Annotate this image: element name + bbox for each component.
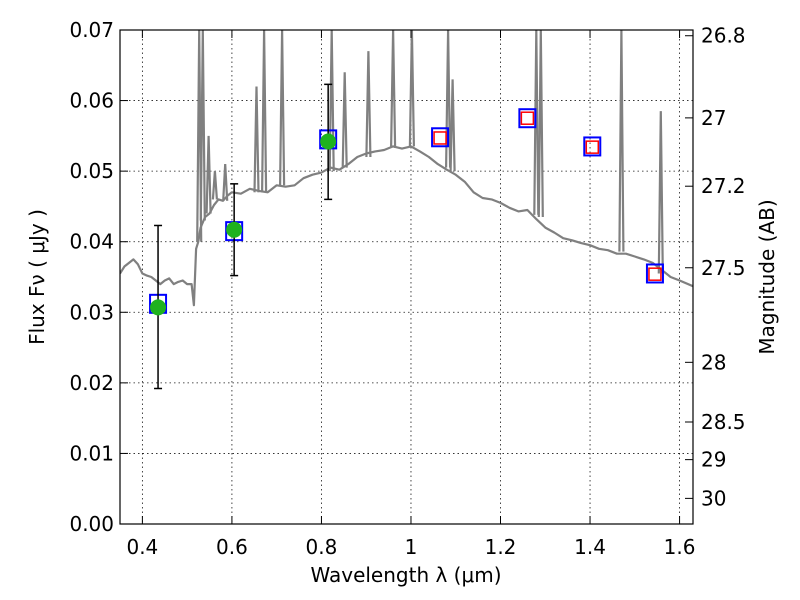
x-axis: 0.4 0.6 0.8 1 1.2 1.4 1.6	[126, 30, 695, 559]
detection-point	[226, 221, 243, 238]
model-photometry-box	[518, 108, 537, 129]
magnitude-axis: 26.8 27 27.2 27.5 28 28.5 29 30	[685, 24, 746, 510]
emission-line-spike	[533, 30, 540, 215]
emission-line-spike	[222, 164, 229, 201]
y-tick-label: 0.05	[69, 159, 114, 183]
marker-layer	[149, 83, 664, 390]
x-tick-label: 1	[405, 535, 418, 559]
magnitude-tick-label: 27.5	[701, 256, 746, 280]
y-tick-label: 0.06	[69, 89, 114, 113]
x-tick-label: 0.8	[306, 535, 338, 559]
spectrum-layer	[120, 30, 693, 307]
magnitude-tick-label: 27	[701, 106, 726, 130]
x-tick-label: 0.4	[126, 535, 158, 559]
grid-lines	[120, 30, 693, 524]
model-photometry-box	[431, 127, 450, 148]
y-tick-label: 0.03	[69, 300, 114, 324]
emission-line-spike	[199, 30, 206, 221]
x-tick-label: 1.6	[664, 535, 696, 559]
emission-line-spike	[341, 72, 348, 168]
emission-line-spike	[328, 30, 335, 172]
plot-frame	[119, 29, 694, 525]
plot-area	[120, 30, 693, 390]
model-photometry-box	[583, 136, 602, 157]
emission-line-spike	[211, 171, 218, 200]
magnitude-tick-label: 26.8	[701, 24, 746, 48]
magnitude-tick-label: 28	[701, 350, 726, 374]
x-tick-label: 1.4	[574, 535, 606, 559]
magnitude-tick-label: 28.5	[701, 410, 746, 434]
magnitude-tick-label: 30	[701, 486, 726, 510]
emission-line-spike	[205, 135, 212, 214]
detection-point	[150, 299, 167, 316]
x-axis-label: Wavelength λ (μm)	[310, 563, 501, 587]
spectrum-line	[120, 145, 693, 307]
detection-point	[320, 133, 337, 150]
upper-limit-point	[433, 131, 447, 145]
emission-line-spike	[365, 51, 372, 158]
y-axis: 0.00 0.01 0.02 0.03 0.04 0.05 0.06 0.07	[69, 18, 128, 536]
emission-line-spike	[408, 30, 415, 147]
upper-limit-point	[585, 140, 600, 154]
y-tick-label: 0.01	[69, 441, 114, 465]
y-tick-label: 0.02	[69, 371, 114, 395]
emission-line-spike	[445, 30, 452, 168]
x-tick-label: 0.6	[216, 535, 248, 559]
magnitude-tick-label: 27.2	[701, 174, 746, 198]
upper-limit-point	[520, 111, 535, 125]
magnitude-tick-label: 29	[701, 448, 726, 472]
x-tick-label: 1.2	[485, 535, 517, 559]
emission-line-spike	[537, 30, 544, 218]
y-axis-label: Flux Fν ( μJy )	[25, 209, 49, 345]
y-tick-label: 0.07	[69, 18, 114, 42]
y-tick-label: 0.04	[69, 230, 114, 254]
upper-limit-point	[648, 267, 662, 281]
magnitude-axis-label: Magnitude (AB)	[755, 199, 779, 354]
emission-line-spike	[390, 30, 397, 148]
emission-line-spike	[449, 79, 456, 172]
emission-line-spike	[261, 30, 268, 193]
model-photometry-box	[645, 263, 664, 284]
y-tick-label: 0.00	[69, 512, 114, 536]
emission-line-spike	[253, 86, 260, 193]
emission-line-spike	[279, 30, 286, 186]
emission-line-spike	[657, 111, 664, 274]
emission-line-spike	[618, 30, 625, 252]
